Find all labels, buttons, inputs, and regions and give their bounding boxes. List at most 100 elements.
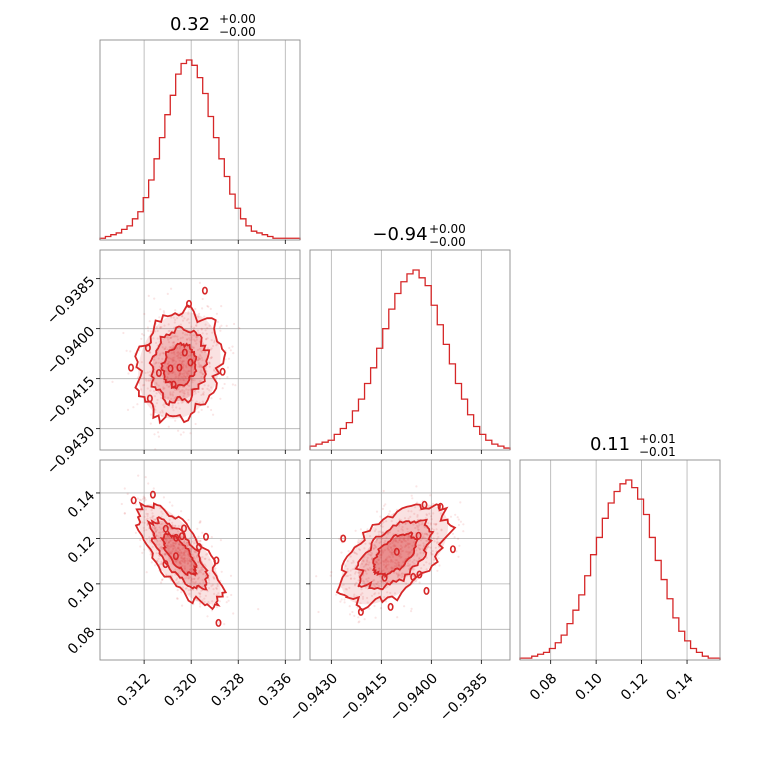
sample-point xyxy=(199,380,202,383)
sample-point xyxy=(149,351,152,354)
sample-point xyxy=(232,612,235,615)
sample-point xyxy=(183,560,186,564)
sample-point xyxy=(425,533,428,536)
sample-point xyxy=(152,526,155,529)
sample-point xyxy=(202,393,205,396)
sample-point xyxy=(149,516,152,520)
sample-point xyxy=(177,546,180,549)
sample-point xyxy=(191,377,194,380)
sample-point xyxy=(201,599,204,602)
sample-point xyxy=(397,573,400,576)
sample-point xyxy=(204,594,207,597)
sample-point xyxy=(186,333,189,336)
sample-point xyxy=(155,381,158,384)
sample-point xyxy=(201,387,204,390)
sample-point xyxy=(383,549,386,552)
sample-point xyxy=(436,532,439,535)
sample-point xyxy=(200,568,203,572)
sample-point xyxy=(194,340,197,343)
sample-point xyxy=(167,385,170,388)
sample-point xyxy=(160,546,163,549)
sample-point xyxy=(187,577,190,580)
sample-point xyxy=(163,552,166,556)
sample-point xyxy=(168,385,171,388)
sample-point xyxy=(198,312,201,315)
sample-point xyxy=(412,575,415,578)
sample-point xyxy=(373,593,376,596)
sample-point xyxy=(123,487,126,490)
sample-point xyxy=(394,544,397,548)
sample-point xyxy=(393,539,396,542)
sample-point xyxy=(183,565,186,568)
sample-point xyxy=(187,369,190,373)
sample-point xyxy=(155,392,158,395)
sample-point xyxy=(180,591,183,594)
sample-point xyxy=(419,544,422,547)
sample-point xyxy=(415,524,418,527)
sample-point xyxy=(403,537,406,540)
sample-point xyxy=(171,394,175,397)
sample-point xyxy=(186,338,189,341)
sample-point xyxy=(173,353,176,356)
sample-point xyxy=(171,335,174,338)
sample-point xyxy=(159,531,162,534)
sample-point xyxy=(211,583,214,587)
sample-point xyxy=(386,559,389,563)
sample-point xyxy=(144,371,147,375)
sample-point xyxy=(181,535,184,539)
x-tick-label-0-1: 0.320 xyxy=(161,670,201,710)
sample-point xyxy=(200,369,203,372)
sample-point xyxy=(166,535,169,538)
sample-point xyxy=(167,535,170,538)
sample-point xyxy=(422,544,425,547)
sample-point xyxy=(129,350,132,353)
sample-point xyxy=(157,435,160,438)
sample-point xyxy=(171,358,174,361)
sample-point xyxy=(188,592,191,596)
sample-point xyxy=(188,339,192,342)
sample-point xyxy=(397,574,400,577)
sample-point xyxy=(185,338,188,341)
sample-point xyxy=(177,379,180,382)
sample-point xyxy=(377,558,380,562)
sample-point xyxy=(451,532,455,535)
sample-point xyxy=(156,559,159,562)
sample-point xyxy=(201,359,204,362)
sample-point xyxy=(157,357,160,360)
sample-point xyxy=(189,564,192,568)
sample-point xyxy=(223,623,226,626)
sample-point xyxy=(457,523,460,527)
sample-point xyxy=(416,526,419,529)
sample-point xyxy=(183,542,186,545)
contour-island xyxy=(393,547,400,556)
sample-point xyxy=(385,536,388,540)
sample-point xyxy=(151,515,154,518)
sample-point xyxy=(400,573,403,576)
sample-point xyxy=(431,553,434,556)
sample-point xyxy=(206,327,209,330)
sample-point xyxy=(418,556,421,560)
sample-point xyxy=(344,564,347,568)
sample-point xyxy=(374,592,377,595)
sample-point xyxy=(375,538,378,541)
contour-island xyxy=(416,570,423,579)
sample-point xyxy=(173,359,176,362)
sample-point xyxy=(398,574,401,577)
sample-point xyxy=(152,515,155,518)
sample-point xyxy=(372,547,376,550)
sample-point xyxy=(457,518,460,521)
sample-point xyxy=(378,575,382,578)
sample-point xyxy=(155,539,159,542)
sample-point xyxy=(409,515,412,519)
sample-point xyxy=(143,496,146,499)
sample-point xyxy=(197,355,200,358)
sample-point xyxy=(199,355,202,358)
sample-point xyxy=(198,401,201,404)
sample-point xyxy=(154,518,157,522)
sample-point xyxy=(370,594,374,598)
sample-point xyxy=(423,537,426,540)
contour-island xyxy=(387,602,394,611)
sample-point xyxy=(457,555,460,558)
contour-island xyxy=(203,532,210,541)
sample-point xyxy=(182,545,185,549)
